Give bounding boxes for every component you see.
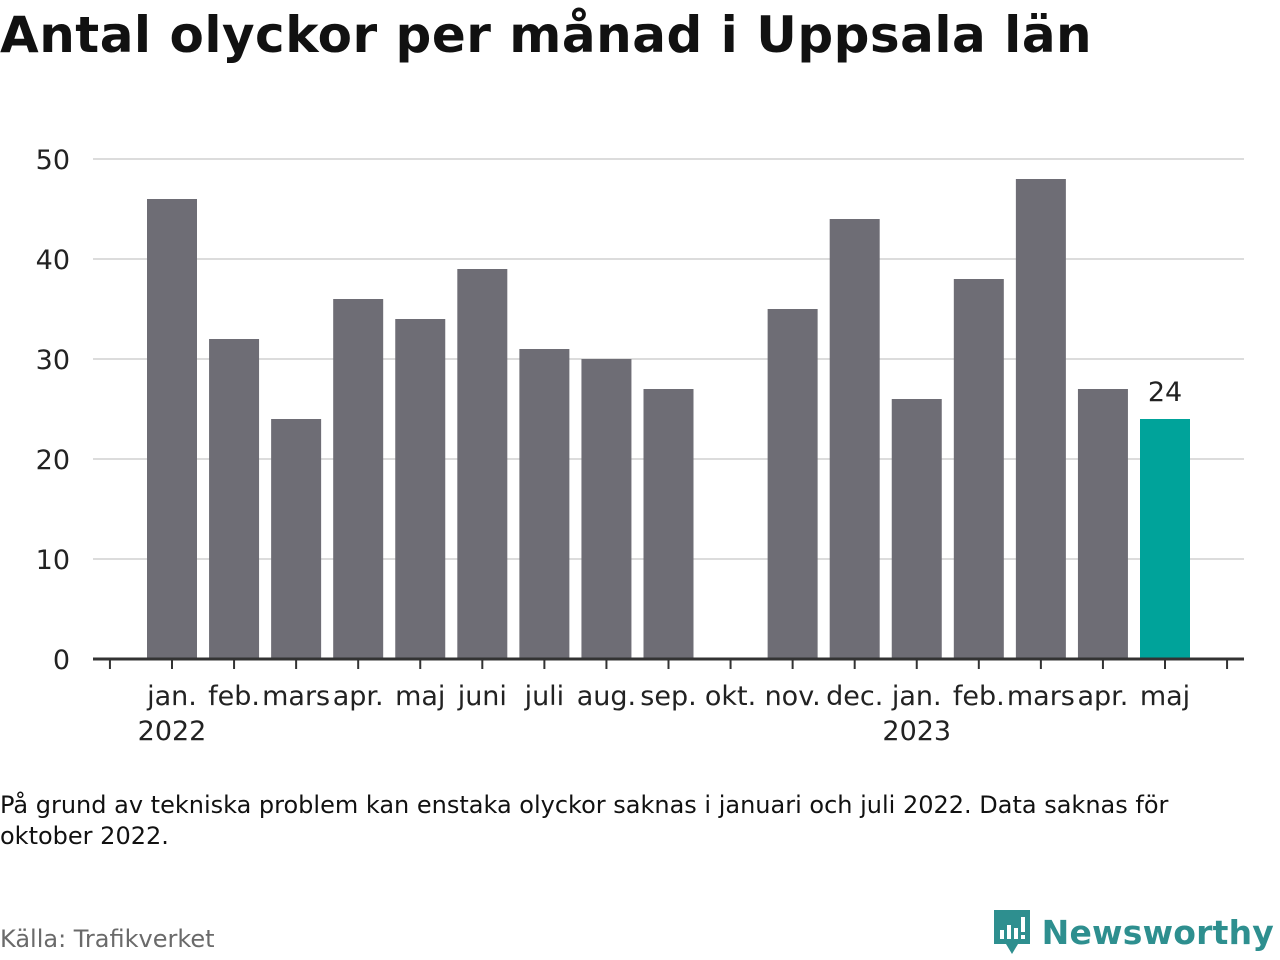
- y-tick-label: 40: [36, 245, 70, 276]
- x-tick-label: jan.: [891, 681, 942, 712]
- newsworthy-logo-icon: [993, 910, 1030, 954]
- bar: [457, 269, 508, 659]
- x-tick-label: okt.: [705, 681, 756, 712]
- bars: [147, 179, 1190, 659]
- y-tick-label: 30: [36, 345, 70, 376]
- highlight-bar: [1140, 419, 1190, 659]
- data-labels: 24: [1148, 377, 1182, 408]
- y-tick-label: 20: [36, 445, 70, 476]
- x-tick-label: mars: [262, 681, 330, 712]
- x-tick-label: feb.: [953, 681, 1005, 712]
- x-tick-label: dec.: [826, 681, 883, 712]
- x-tick-label: nov.: [765, 681, 821, 712]
- x-tick-label: sep.: [640, 681, 696, 712]
- x-tick-label: juli: [524, 681, 565, 712]
- chart-title: Antal olyckor per månad i Uppsala län: [0, 6, 1093, 64]
- footnote: På grund av tekniska problem kan enstaka…: [0, 791, 1169, 850]
- y-tick-label: 10: [36, 545, 70, 576]
- bar: [1015, 179, 1066, 659]
- brand-logo[interactable]: Newsworthy: [992, 908, 1274, 956]
- data-label: 24: [1148, 377, 1182, 408]
- bar: [519, 349, 570, 659]
- x-tick-label: juni: [457, 681, 507, 712]
- x-axis: [93, 657, 1244, 669]
- bar: [829, 219, 880, 659]
- bar: [395, 319, 446, 659]
- brand-name: Newsworthy: [1041, 912, 1274, 952]
- bar: [581, 359, 632, 659]
- bar: [953, 279, 1004, 659]
- x-tick-label: maj: [1140, 681, 1190, 712]
- x-tick-label: maj: [395, 681, 445, 712]
- x-tick-label: jan.: [146, 681, 197, 712]
- bar: [1077, 389, 1128, 659]
- bar: [209, 339, 260, 659]
- bar: [333, 299, 384, 659]
- bar: [767, 309, 818, 659]
- bar: [147, 199, 197, 659]
- x-tick-label: aug.: [577, 681, 636, 712]
- bar: [271, 419, 322, 659]
- y-tick-label: 50: [36, 145, 70, 176]
- bar: [891, 399, 942, 659]
- source-text: Källa: Trafikverket: [0, 925, 215, 953]
- x-year-label: 2022: [138, 716, 207, 747]
- y-tick-label: 0: [53, 645, 70, 676]
- x-tick-label: mars: [1007, 681, 1075, 712]
- x-tick-label: apr.: [333, 681, 384, 712]
- bar: [643, 389, 694, 659]
- y-axis-ticks: 0 10 20 30 40 50: [36, 145, 70, 676]
- x-axis-ticks: jan. feb. mars apr. maj juni juli aug. sep. okt. n…: [138, 681, 1191, 747]
- x-tick-label: apr.: [1077, 681, 1128, 712]
- x-year-label: 2023: [882, 716, 951, 747]
- x-tick-label: feb.: [208, 681, 260, 712]
